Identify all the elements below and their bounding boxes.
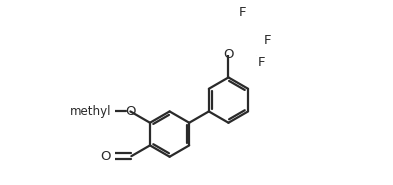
Text: F: F [239,6,247,19]
Text: O: O [125,105,136,118]
Text: O: O [223,48,234,61]
Text: O: O [100,150,111,163]
Text: F: F [257,56,265,69]
Text: methyl: methyl [70,105,112,118]
Text: F: F [264,34,272,47]
